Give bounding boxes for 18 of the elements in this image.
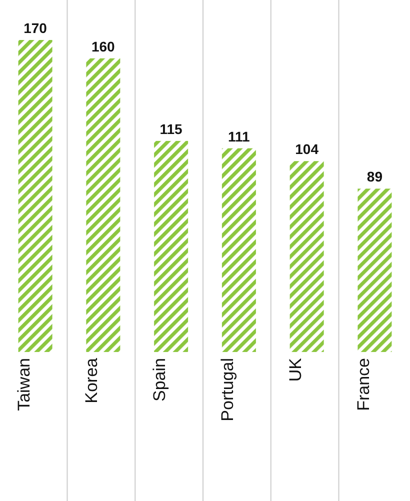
data-label: 170 (24, 20, 48, 36)
data-label: 160 (92, 38, 116, 54)
x-tick-label: Spain (150, 358, 170, 402)
x-tick-label: France (354, 358, 373, 411)
x-tick-label: Taiwan (14, 358, 34, 411)
bar (18, 40, 52, 352)
x-tick-label: Korea (82, 357, 102, 404)
bar (222, 148, 256, 352)
data-label: 89 (366, 168, 383, 185)
data-label: 111 (228, 128, 250, 144)
x-tick-label: Portugal (218, 358, 237, 422)
bar (154, 140, 188, 352)
data-label: 104 (295, 141, 319, 158)
data-label: 115 (160, 120, 183, 137)
bar (290, 161, 324, 352)
x-tick-label: UK (286, 357, 305, 382)
bar (86, 58, 120, 352)
bar (358, 188, 392, 352)
